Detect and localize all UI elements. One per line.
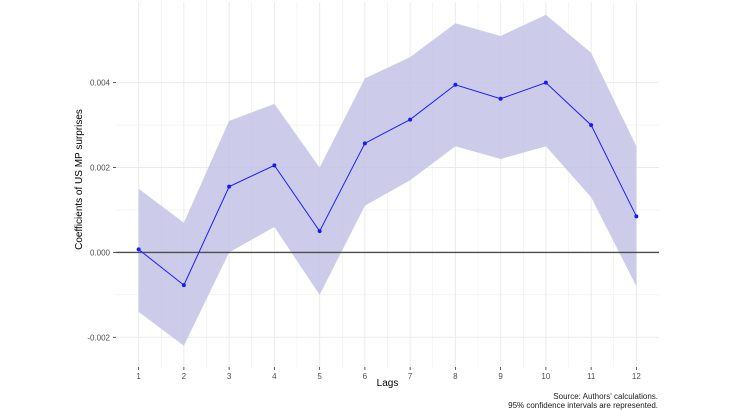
caption-ci-note: 95% confidence intervals are represented… — [508, 401, 658, 410]
data-point — [362, 141, 367, 146]
data-point — [227, 184, 232, 189]
y-axis-title: Coefficients of US MP surprises — [74, 109, 85, 250]
x-tick-label: 4 — [272, 372, 277, 381]
x-tick-label: 5 — [317, 372, 322, 381]
x-tick-label: 1 — [136, 372, 141, 381]
y-axis-ticks: -0.002 0.000 0.002 0.004 — [87, 79, 116, 342]
x-tick-label: 2 — [182, 372, 187, 381]
x-tick-label: 11 — [587, 372, 596, 381]
data-point — [181, 283, 186, 288]
x-tick-label: 10 — [541, 372, 550, 381]
data-points — [136, 80, 639, 288]
data-point — [543, 80, 548, 85]
x-axis-ticks: 1 2 3 4 5 6 7 8 9 10 11 12 — [136, 367, 641, 381]
data-point — [634, 214, 639, 219]
y-tick-label: 0.004 — [90, 79, 111, 88]
x-tick-label: 9 — [498, 372, 503, 381]
y-tick-label: 0.000 — [90, 248, 111, 257]
data-point — [589, 123, 594, 128]
x-tick-label: 7 — [408, 372, 413, 381]
data-point — [408, 117, 413, 122]
data-point — [317, 229, 322, 234]
x-tick-label: 8 — [453, 372, 458, 381]
series-line — [138, 82, 637, 286]
x-tick-label: 3 — [227, 372, 232, 381]
caption-source: Source: Authors' calculations. — [553, 392, 658, 401]
chart-caption: Source: Authors' calculations. 95% confi… — [508, 392, 658, 410]
x-axis-title: Lags — [377, 378, 399, 389]
y-tick-label: 0.002 — [90, 164, 111, 173]
y-tick-label: -0.002 — [87, 333, 110, 342]
x-tick-label: 12 — [632, 372, 641, 381]
data-point — [453, 82, 458, 87]
data-point — [498, 96, 503, 101]
data-point — [136, 247, 141, 252]
data-point — [272, 163, 277, 168]
x-tick-label: 6 — [363, 372, 368, 381]
confidence-band — [138, 14, 637, 346]
